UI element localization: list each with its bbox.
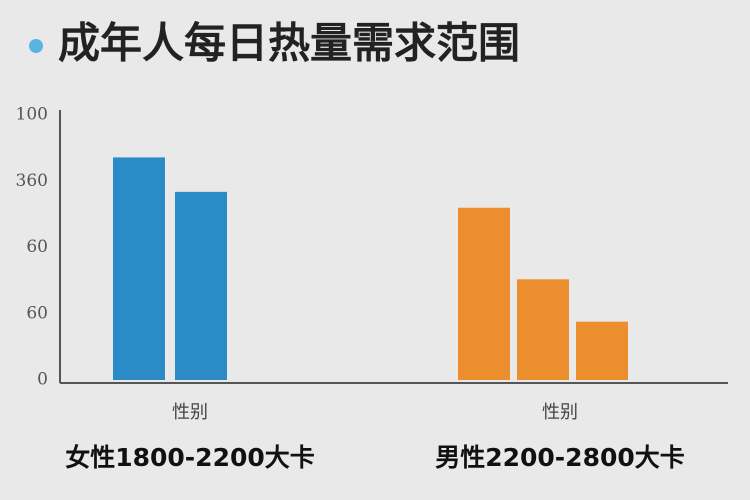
title-dot [29, 39, 43, 53]
bar [113, 157, 165, 380]
y-tick-label: 60 [26, 237, 48, 257]
group-label: 男性2200-2800大卡 [435, 443, 685, 472]
y-tick-label: 60 [26, 303, 48, 323]
bar [517, 279, 569, 380]
x-axis-label: 性别 [542, 402, 578, 423]
x-axis-label: 性别 [172, 402, 208, 423]
chart-title: 成年人每日热量需求范围 [58, 19, 520, 68]
bar [175, 191, 227, 380]
y-tick-label: 0 [37, 370, 48, 390]
bar [576, 321, 628, 380]
group-label: 女性1800-2200大卡 [65, 443, 315, 472]
y-tick-label: 360 [16, 171, 48, 191]
bar [458, 207, 510, 380]
y-tick-label: 100 [16, 105, 48, 125]
